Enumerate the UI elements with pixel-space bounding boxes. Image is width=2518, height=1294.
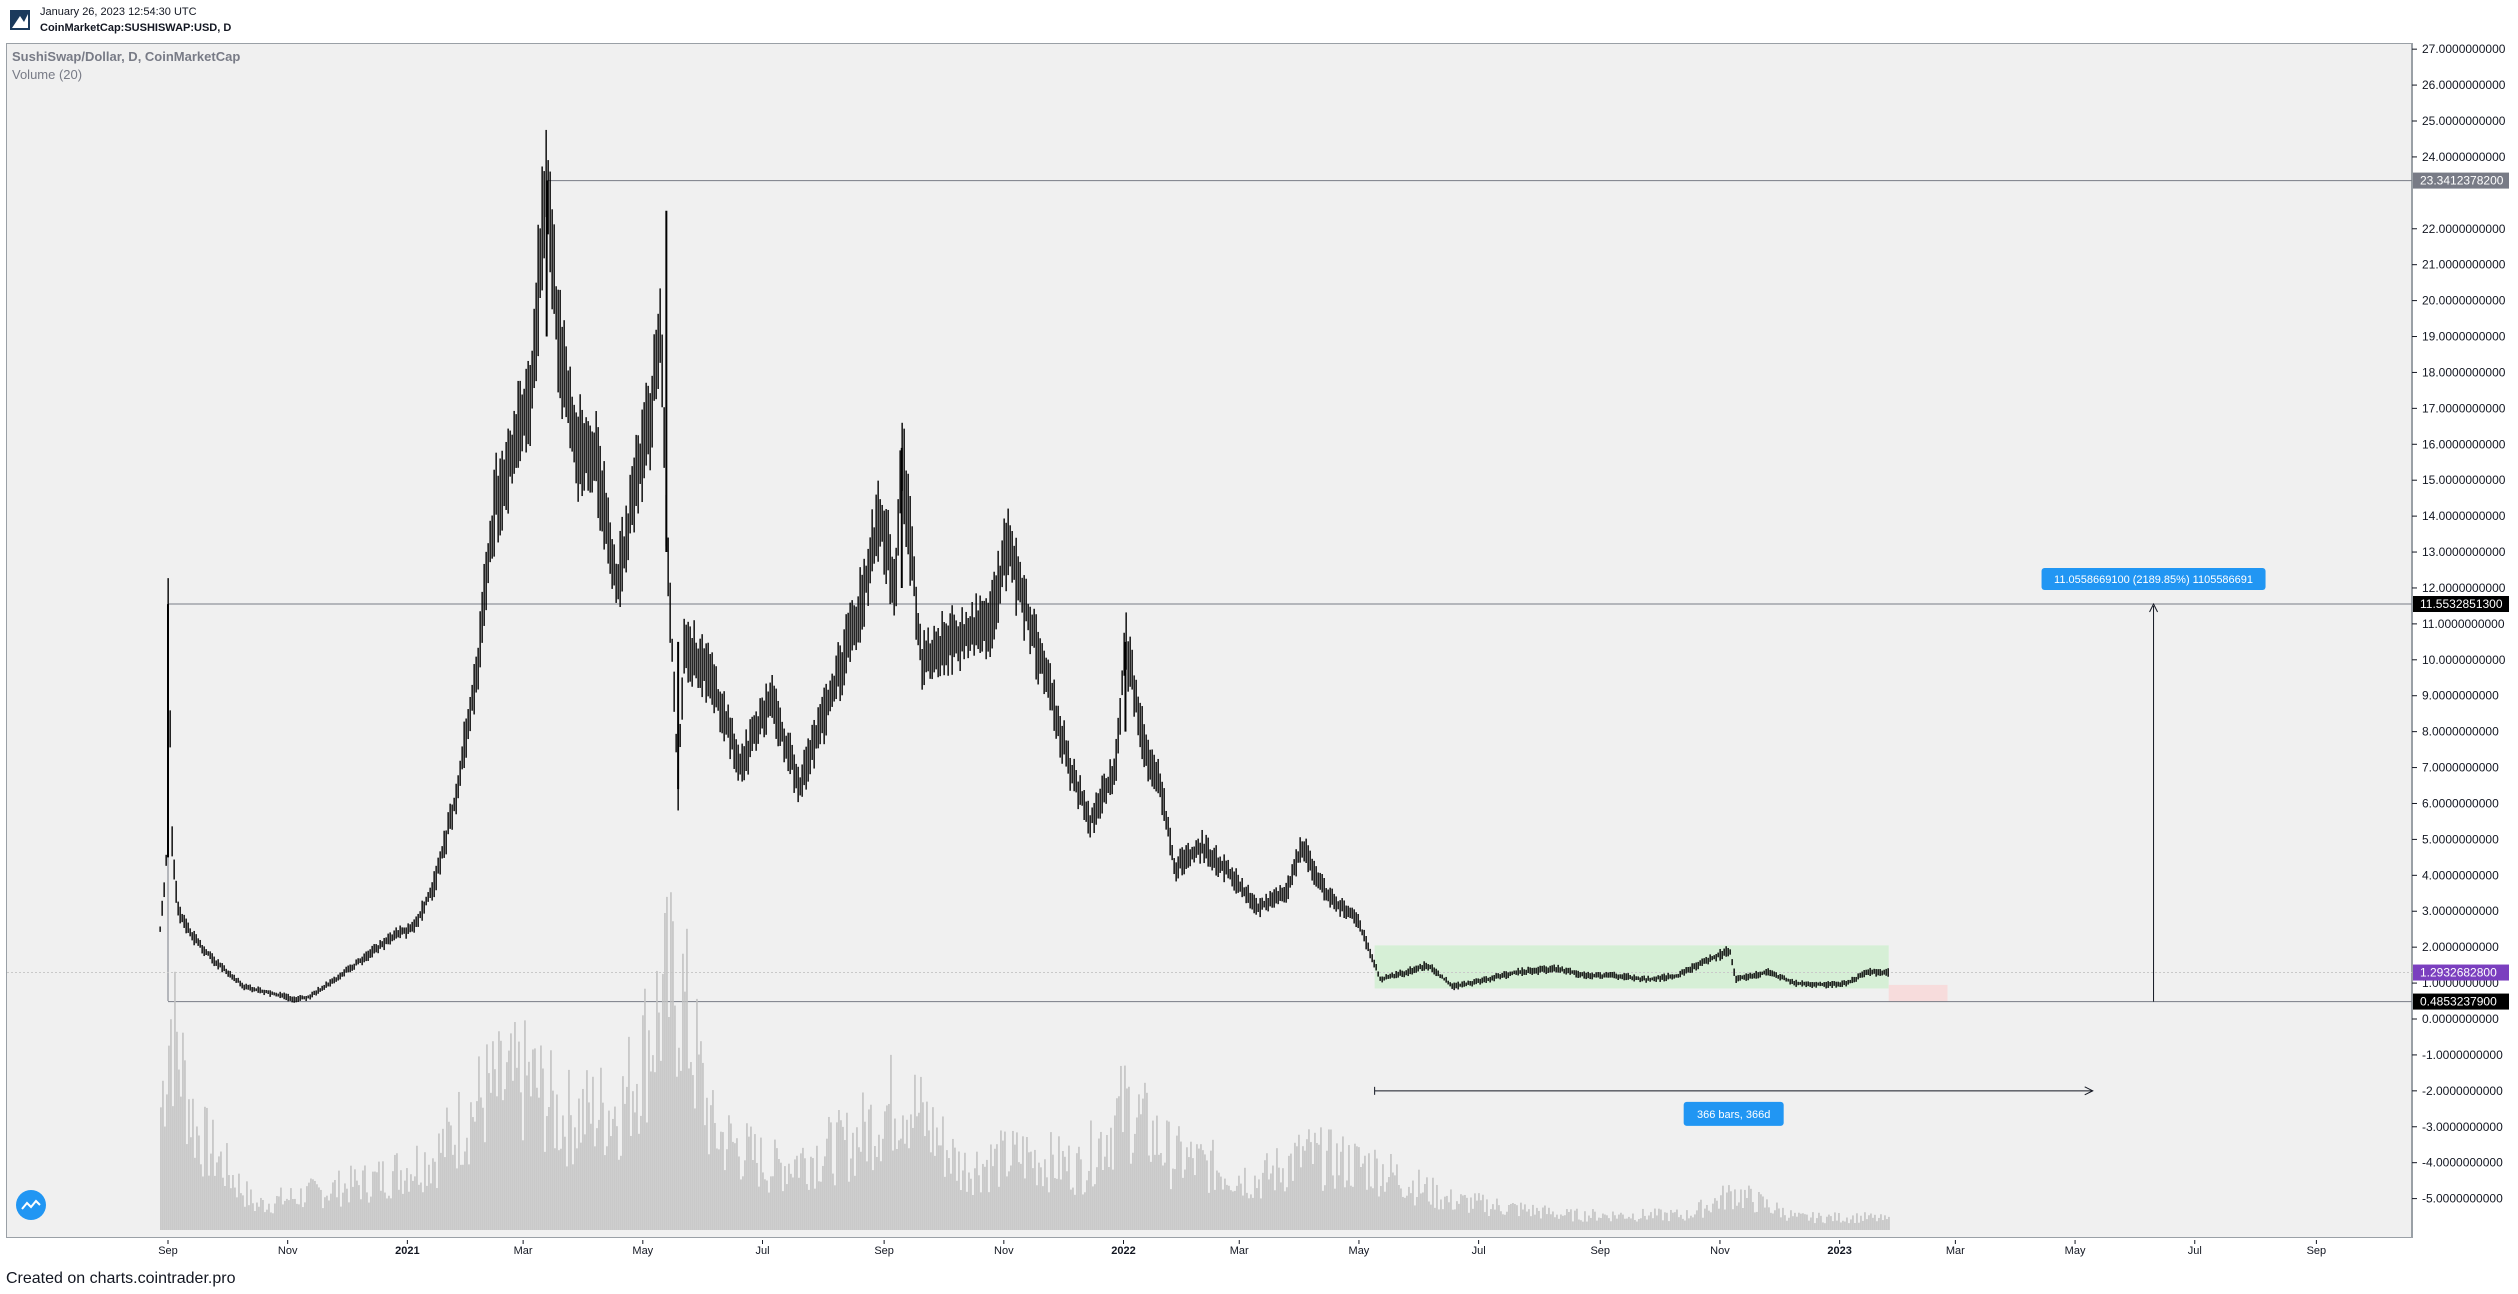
snapshot-date: January 26, 2023 12:54:30 UTC xyxy=(40,6,197,18)
chart-title: SushiSwap/Dollar, D, CoinMarketCap xyxy=(12,49,241,64)
tradingview-logo-icon[interactable] xyxy=(16,1190,46,1220)
time-axis[interactable] xyxy=(6,1239,2412,1259)
chart-header: January 26, 2023 12:54:30 UTC CoinMarket… xyxy=(0,0,2518,40)
volume-indicator-label: Volume (20) xyxy=(12,67,83,82)
chart-plot-area[interactable] xyxy=(6,43,2412,1238)
footer-credit: Created on charts.cointrader.pro xyxy=(6,1270,236,1287)
cointrader-logo xyxy=(10,10,30,30)
symbol-label: CoinMarketCap:SUSHISWAP:USD, D xyxy=(40,22,232,34)
price-axis[interactable] xyxy=(2412,43,2513,1238)
